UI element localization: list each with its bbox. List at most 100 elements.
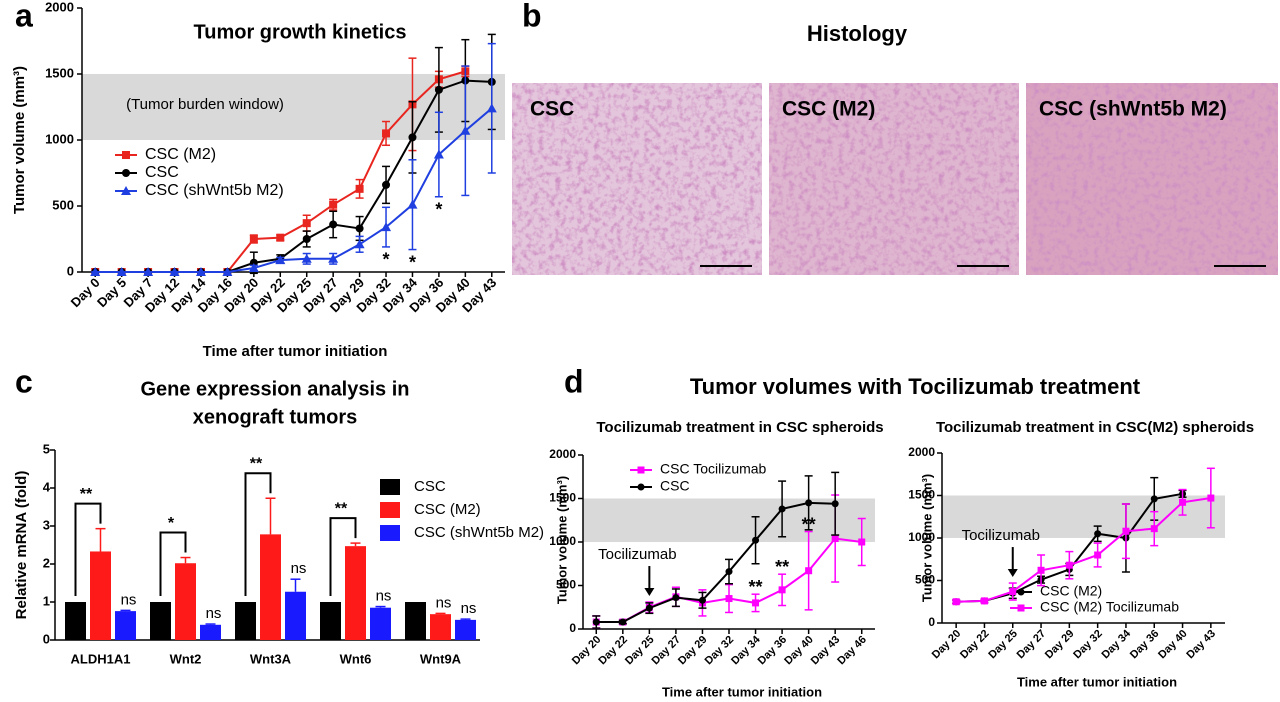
bar — [455, 619, 476, 640]
x-tick-label: Day 22 — [958, 628, 992, 662]
marker — [1037, 566, 1045, 574]
bar — [200, 624, 221, 640]
marker — [122, 151, 130, 159]
significance-bracket — [159, 531, 187, 596]
bar — [285, 591, 306, 640]
panel-letter: b — [522, 0, 542, 33]
x-tick-label: Day 20 — [930, 628, 964, 662]
annotation: Tocilizumab — [962, 527, 1040, 544]
legend-label: CSC — [660, 478, 690, 494]
significance-label: ns — [121, 591, 137, 608]
significance-label: ns — [461, 600, 477, 617]
legend-label: CSC (M2) — [414, 501, 481, 518]
legend-swatch — [380, 525, 400, 541]
y-tick-label: 0 — [43, 631, 50, 646]
marker — [980, 597, 988, 605]
marker — [116, 267, 127, 276]
marker — [355, 184, 364, 193]
marker — [382, 180, 391, 189]
x-tick-label: Wnt3A — [250, 651, 292, 666]
x-axis-label: Time after tumor initiation — [1017, 674, 1177, 689]
marker — [381, 222, 392, 232]
bar — [235, 602, 256, 640]
tissue-texture — [1026, 83, 1278, 275]
y-tick-label: 2000 — [908, 445, 935, 459]
y-tick-label: 1500 — [45, 65, 74, 80]
annotation: ** — [802, 514, 816, 534]
marker — [952, 598, 960, 606]
x-tick-label: Day 20 — [570, 634, 604, 668]
significance-label: ns — [206, 605, 222, 622]
y-axis-label: Tumor volume (mm³) — [11, 66, 28, 214]
marker — [329, 220, 338, 229]
y-tick-label: 1000 — [549, 534, 576, 548]
significance-label: ns — [376, 588, 392, 605]
annotation: * — [435, 200, 442, 220]
bar — [320, 602, 341, 640]
marker — [1179, 498, 1187, 506]
x-tick-label: Day 36 — [1128, 628, 1162, 662]
bar — [90, 551, 111, 640]
significance-label: * — [168, 515, 175, 532]
marker — [778, 586, 786, 594]
marker — [248, 263, 259, 273]
tumor-burden-band — [82, 74, 505, 140]
x-tick-label: Day 40 — [782, 634, 816, 668]
tissue-texture — [769, 83, 1019, 275]
y-tick-label: 2000 — [549, 447, 576, 461]
histology-label: CSC (M2) — [782, 98, 875, 121]
marker — [645, 604, 653, 612]
y-tick-label: 1500 — [908, 488, 935, 502]
x-tick-label: Day 43 — [1184, 628, 1218, 662]
arrow-head — [1007, 569, 1018, 578]
bar — [65, 602, 86, 640]
marker — [1150, 495, 1158, 503]
bar — [175, 563, 196, 640]
x-tick-label: Day 0 — [68, 275, 103, 310]
y-tick-label: 500 — [915, 573, 935, 587]
band-label: (Tumor burden window) — [126, 96, 284, 113]
chart-title: xenograft tumors — [193, 406, 357, 428]
marker — [1017, 604, 1025, 612]
marker — [195, 267, 206, 276]
bar — [260, 534, 281, 640]
marker — [1094, 530, 1102, 538]
panel-d-title: Tumor volumes with Tocilizumab treatment — [690, 374, 1141, 399]
x-tick-label: ALDH1A1 — [71, 651, 131, 666]
panel-letter: c — [15, 363, 33, 399]
marker — [672, 594, 680, 602]
annotation: Tocilizumab — [598, 546, 676, 563]
marker — [698, 596, 706, 604]
significance-label: ns — [291, 560, 307, 577]
bar — [345, 546, 366, 640]
x-tick-label: Day 5 — [94, 275, 129, 310]
histology-label: CSC — [530, 98, 574, 121]
significance-bracket — [74, 502, 102, 596]
marker — [434, 85, 443, 94]
marker — [1065, 561, 1073, 569]
x-tick-label: Wnt2 — [170, 651, 202, 666]
marker — [725, 568, 733, 576]
panel-letters: a b c d — [15, 0, 584, 399]
x-tick-label: Day 34 — [1100, 627, 1134, 661]
legend-label: CSC — [145, 164, 179, 181]
legend-label: CSC (shWnt5b M2) — [145, 182, 284, 199]
tumor-burden-band — [583, 498, 875, 542]
y-tick-label: 500 — [556, 578, 576, 592]
marker — [328, 253, 339, 263]
bar — [150, 602, 171, 640]
marker — [354, 239, 365, 249]
marker — [1150, 525, 1158, 533]
annotation: * — [409, 252, 416, 272]
tumor-burden-band — [942, 495, 1225, 538]
marker — [169, 267, 180, 276]
tissue-texture — [512, 83, 762, 275]
marker — [460, 125, 471, 135]
marker — [637, 466, 645, 474]
chart-title: Tumor growth kinetics — [194, 21, 407, 43]
x-axis-label: Time after tumor initiation — [203, 343, 388, 360]
x-tick-label: Day 25 — [986, 628, 1020, 662]
histology-title: Histology — [807, 21, 908, 46]
marker — [275, 255, 286, 265]
